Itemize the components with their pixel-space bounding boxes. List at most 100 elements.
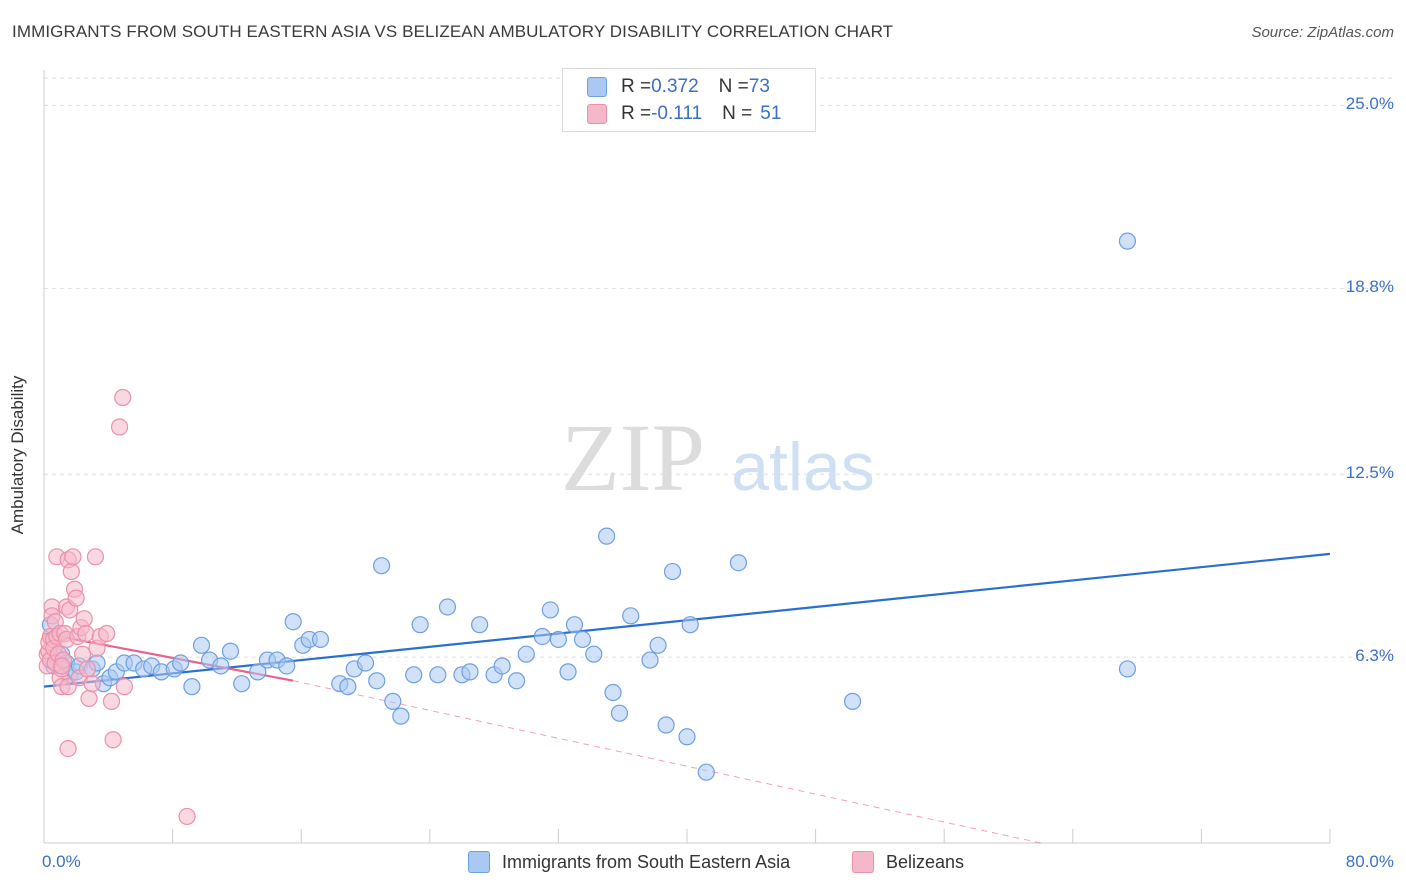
point-immigrants <box>565 616 584 634</box>
chart-title: IMMIGRANTS FROM SOUTH EASTERN ASIA VS BE… <box>12 22 894 41</box>
legend-item-immigrants: Immigrants from South Eastern Asia <box>468 851 790 873</box>
point-belizeans <box>62 562 80 581</box>
point-belizeans <box>75 610 93 628</box>
point-immigrants <box>172 654 190 672</box>
point-immigrants <box>1118 660 1137 678</box>
point-belizeans <box>102 692 121 710</box>
point-immigrants <box>411 616 429 634</box>
pink-swatch <box>587 104 607 124</box>
stats-legend-row-pink: R = -0.111 N = 51 <box>587 102 781 126</box>
point-belizeans <box>77 624 95 643</box>
y-tick-label: 25.0% <box>1345 94 1394 114</box>
n-label: N = <box>722 103 753 124</box>
point-immigrants <box>843 692 862 710</box>
point-belizeans <box>59 739 77 758</box>
watermark-atlas: atlas <box>731 429 875 505</box>
point-belizeans <box>64 548 82 566</box>
point-immigrants <box>471 616 489 634</box>
point-belizeans <box>53 657 71 675</box>
point-immigrants <box>384 692 402 710</box>
point-immigrants <box>284 613 302 631</box>
point-belizeans <box>110 418 129 436</box>
point-immigrants <box>622 607 640 625</box>
point-belizeans <box>86 548 105 566</box>
point-immigrants <box>549 630 568 649</box>
axes <box>43 70 1331 844</box>
point-immigrants <box>573 630 592 649</box>
x-tick-label-min: 0.0% <box>42 852 81 871</box>
y-axis-label: Ambulatory Disability <box>8 375 27 535</box>
point-immigrants <box>183 678 201 696</box>
point-immigrants <box>681 616 699 634</box>
point-immigrants <box>368 672 386 690</box>
y-tick-label: 18.8% <box>1345 277 1394 297</box>
point-immigrants <box>356 654 375 672</box>
point-belizeans <box>104 731 122 749</box>
point-immigrants <box>212 657 230 675</box>
point-immigrants <box>657 716 675 734</box>
point-immigrants <box>249 663 267 681</box>
r-label: R = <box>621 76 652 97</box>
stats-legend-row-blue: R = 0.372 N = 73 <box>587 75 770 99</box>
point-immigrants <box>541 601 559 619</box>
point-immigrants <box>192 636 211 654</box>
point-immigrants <box>649 636 667 654</box>
point-belizeans <box>59 678 77 696</box>
point-immigrants <box>533 627 551 646</box>
trend-lines <box>43 552 1331 844</box>
point-immigrants <box>339 678 357 696</box>
point-immigrants <box>559 663 577 681</box>
point-immigrants <box>233 675 251 693</box>
blue-swatch <box>468 851 490 873</box>
n-value: 73 <box>748 76 770 97</box>
point-immigrants <box>585 645 603 663</box>
legend-item-belizeans: Belizeans <box>852 851 964 873</box>
point-immigrants <box>392 707 410 725</box>
point-immigrants <box>405 666 423 684</box>
pink-swatch <box>852 851 874 873</box>
point-immigrants <box>438 598 457 616</box>
point-immigrants <box>729 554 748 572</box>
point-immigrants <box>1118 232 1137 250</box>
point-immigrants <box>278 657 296 675</box>
point-belizeans <box>80 689 98 708</box>
point-immigrants <box>610 704 629 722</box>
point-immigrants <box>604 683 622 702</box>
legend-label: Belizeans <box>886 851 965 872</box>
watermark-zip: ZIP <box>561 404 705 511</box>
point-belizeans <box>178 807 196 826</box>
data-points <box>38 232 1137 826</box>
r-value: -0.111 <box>651 103 703 124</box>
point-belizeans <box>115 678 133 696</box>
r-value: 0.372 <box>651 76 699 97</box>
point-belizeans <box>73 645 92 663</box>
gridlines <box>44 77 1392 658</box>
point-immigrants <box>508 672 526 690</box>
point-belizeans <box>67 589 85 607</box>
y-tick-label: 12.5% <box>1345 463 1394 483</box>
point-immigrants <box>641 651 659 669</box>
stats-legend: R = 0.372 N = 73 R = -0.111 N = 51 <box>562 68 816 132</box>
point-immigrants <box>461 663 479 681</box>
watermark: ZIP atlas <box>561 404 875 511</box>
point-immigrants <box>429 666 447 684</box>
n-value: 51 <box>760 103 782 124</box>
point-belizeans <box>83 675 101 693</box>
point-immigrants <box>663 562 682 581</box>
point-immigrants <box>311 630 330 649</box>
legend-label: Immigrants from South Eastern Asia <box>502 851 791 872</box>
point-immigrants <box>493 657 511 675</box>
point-immigrants <box>678 728 696 746</box>
point-belizeans <box>114 388 132 407</box>
point-immigrants <box>697 763 715 781</box>
y-tick-label: 6.3% <box>1355 646 1394 666</box>
chart-source: Source: ZipAtlas.com <box>1251 24 1394 41</box>
trend-line-belizeans <box>293 680 1041 844</box>
point-immigrants <box>221 642 240 660</box>
blue-swatch <box>587 77 607 97</box>
n-label: N = <box>718 76 749 97</box>
point-belizeans <box>78 660 97 678</box>
point-immigrants <box>517 645 535 663</box>
r-label: R = <box>621 103 652 124</box>
